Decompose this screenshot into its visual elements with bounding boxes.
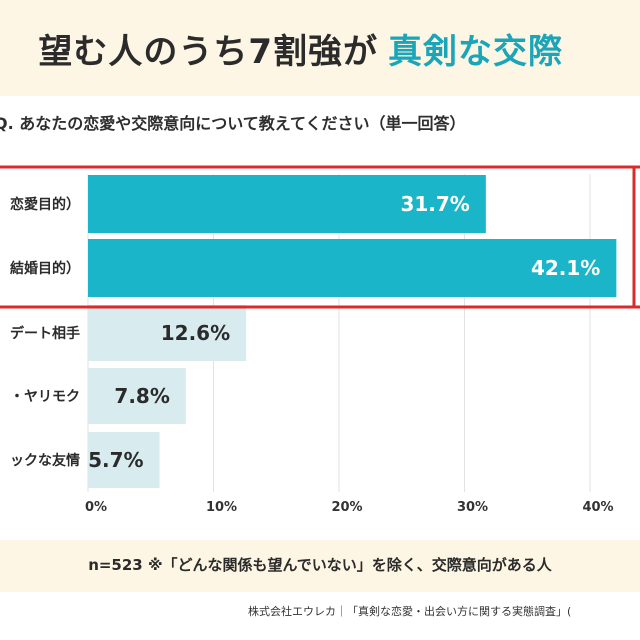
headline-lead: 望む人のうち7割強が xyxy=(38,32,378,72)
x-tick-label: 10% xyxy=(206,500,237,515)
headline: 望む人のうち7割強が 真剣な交際 xyxy=(0,30,640,74)
bar-chart: 31.7% 恋愛目的） 42.1% 結婚目的） 12.6% デート相手 7.8% ・ヤリモク 5… xyxy=(0,165,640,515)
x-tick-label: 20% xyxy=(331,500,362,515)
footer-band xyxy=(0,540,640,592)
title-band xyxy=(0,0,640,96)
survey-question: Q. あなたの恋愛や交際意向について教えてください（単一回答） xyxy=(0,114,466,133)
sample-note: n=523 ※「どんな関係も望んでいない」を除く、交際意向がある人 xyxy=(88,556,552,574)
source-text: 株式会社エウレカ｜「真剣な恋愛・出会い方に関する実態調査」( xyxy=(248,605,572,618)
headline-accent: 真剣な交際 xyxy=(388,32,563,72)
category-label: ・ヤリモク xyxy=(10,389,80,405)
bar-value-label: 5.7% xyxy=(88,448,143,472)
bar-value-label: 42.1% xyxy=(531,256,600,280)
bar-value-label: 12.6% xyxy=(161,321,230,345)
bar xyxy=(88,239,617,297)
bar xyxy=(88,368,186,424)
bar xyxy=(88,305,247,361)
category-label: デート相手 xyxy=(10,325,80,342)
x-tick-label: 30% xyxy=(457,500,488,515)
category-label: 恋愛目的） xyxy=(10,196,80,213)
source-credit: 株式会社エウレカ｜「真剣な恋愛・出会い方に関する実態調査」( xyxy=(0,600,640,624)
bar-value-label: 7.8% xyxy=(114,384,169,408)
x-tick-label: 0% xyxy=(85,500,107,515)
x-tick-label: 40% xyxy=(582,500,613,515)
bar xyxy=(88,432,160,488)
bar-value-label: 31.7% xyxy=(400,192,469,216)
category-label: ックな友情 xyxy=(10,452,80,469)
category-label: 結婚目的） xyxy=(10,260,80,277)
bar xyxy=(88,175,486,233)
